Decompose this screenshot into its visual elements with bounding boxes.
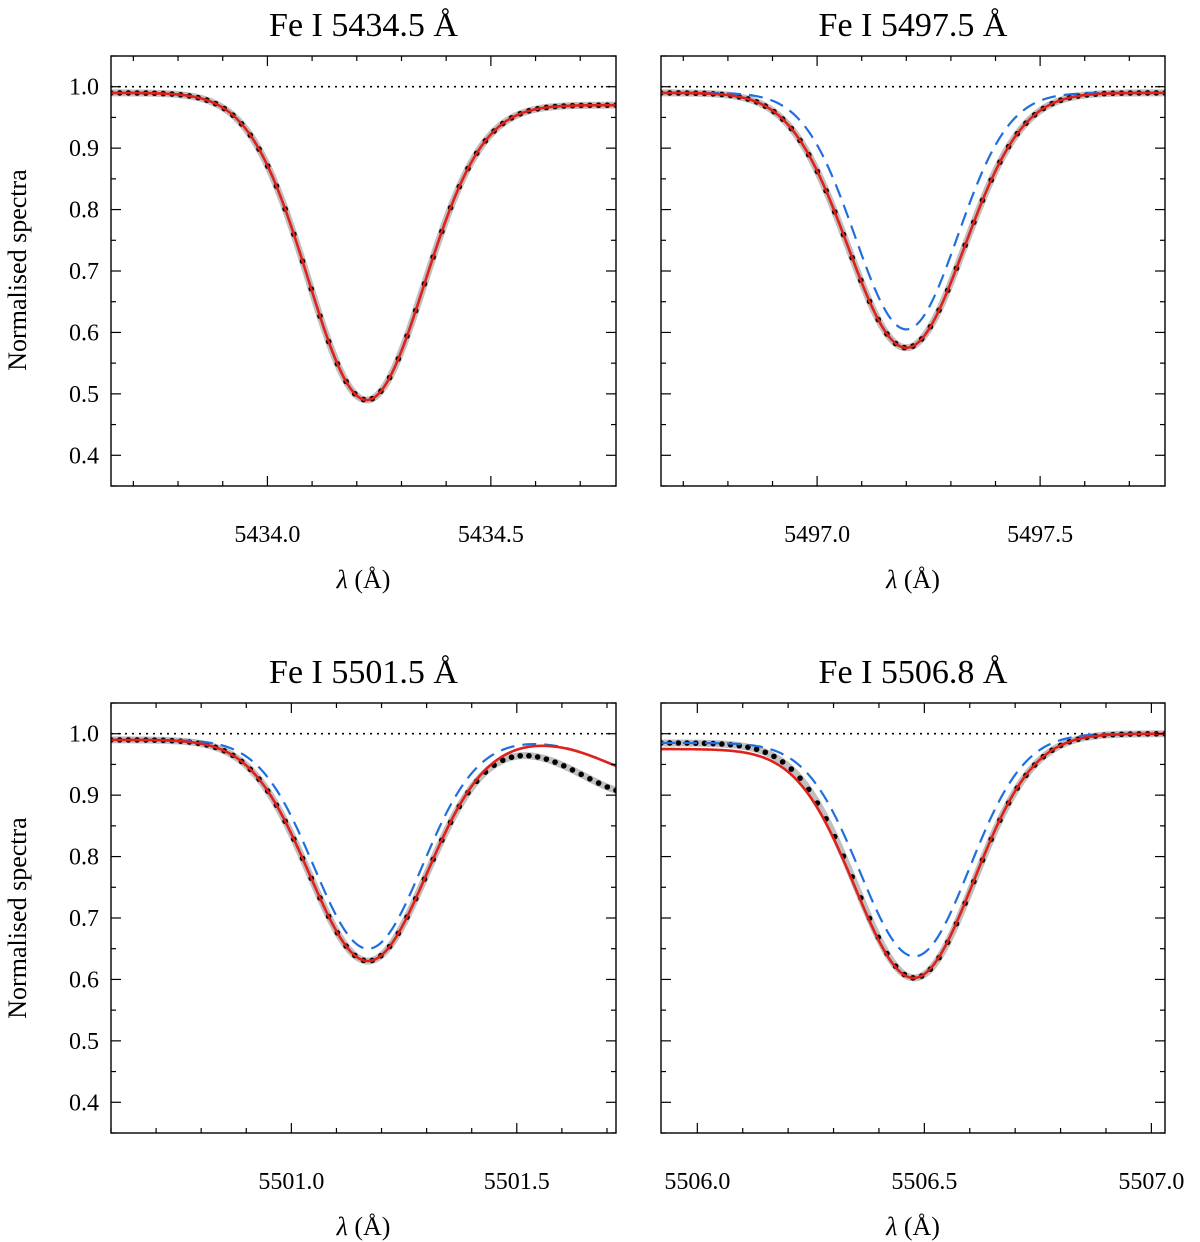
observed-point xyxy=(762,749,769,756)
y-tick-label: 0.7 xyxy=(69,259,99,285)
observed-point xyxy=(500,757,506,764)
x-tick-label: 5506.5 xyxy=(891,1169,957,1195)
y-tick-label: 0.7 xyxy=(69,906,99,932)
y-tick-label: 0.5 xyxy=(69,1029,99,1055)
observed-band xyxy=(111,736,616,965)
panel-fe-5434: Fe I 5434.5 Å 0.4 0.5 0.6 0.7 0.8 0.9 1.0 5434.0… xyxy=(69,7,617,594)
x-tick-label: 5497.5 xyxy=(1007,522,1073,548)
x-axis-label: λ (Å) xyxy=(885,565,940,594)
observed-band xyxy=(111,89,616,404)
x-tick-label: 5501.0 xyxy=(258,1169,324,1195)
observed-point xyxy=(587,776,593,782)
observed-point xyxy=(797,775,803,782)
observed-point xyxy=(560,763,567,769)
y-tick-label: 0.6 xyxy=(69,967,99,993)
panel-fe-5506: Fe I 5506.8 Å 5506.0 5506.5 5507.0 λ (Å) xyxy=(660,654,1184,1241)
observed-point xyxy=(779,759,786,765)
x-axis-label: λ (Å) xyxy=(336,565,391,594)
x-tick-label: 5501.5 xyxy=(484,1169,550,1195)
model-blue-line xyxy=(661,91,1165,331)
observed-point xyxy=(552,759,558,765)
plot-area xyxy=(111,732,616,965)
y-tick-label: 0.4 xyxy=(69,443,99,469)
observed-point xyxy=(517,752,524,759)
observed-point xyxy=(569,767,576,773)
axes-frame xyxy=(110,702,617,1134)
observed-band xyxy=(661,730,1165,982)
observed-point xyxy=(508,754,515,761)
observed-point xyxy=(604,784,611,790)
observed-point xyxy=(534,754,541,760)
model-blue-line xyxy=(111,738,616,950)
panel-title: Fe I 5501.5 Å xyxy=(269,654,458,691)
y-axis-label-top: Normalised spectra xyxy=(3,169,32,371)
observed-point xyxy=(526,752,532,759)
y-tick-label: 0.4 xyxy=(69,1090,99,1116)
model-red-line xyxy=(111,738,616,963)
x-tick-label: 5506.0 xyxy=(664,1169,730,1195)
y-tick-label: 0.5 xyxy=(69,382,99,408)
model-red-line xyxy=(111,91,616,402)
y-axis-label-bottom: Normalised spectra xyxy=(3,817,32,1019)
model-blue-line xyxy=(661,732,1165,958)
observed-point xyxy=(543,756,550,762)
y-tick-label: 0.9 xyxy=(69,136,99,162)
x-tick-label: 5497.0 xyxy=(784,522,850,548)
y-tick-label: 0.6 xyxy=(69,320,99,346)
panel-fe-5497: Fe I 5497.5 Å 5497.0 5497.5 λ (Å) xyxy=(660,7,1166,594)
axes-frame xyxy=(660,55,1166,487)
observed-point xyxy=(578,771,584,778)
model-red-line xyxy=(661,91,1165,350)
x-tick-label: 5507.0 xyxy=(1118,1169,1184,1195)
y-tick-label: 0.8 xyxy=(69,845,99,871)
panel-title: Fe I 5497.5 Å xyxy=(819,7,1008,44)
observed-point xyxy=(771,753,777,760)
observed-point xyxy=(675,740,682,746)
y-tick-label: 0.9 xyxy=(69,783,99,809)
plot-area xyxy=(661,85,1165,352)
observed-band xyxy=(661,89,1165,352)
observed-point xyxy=(719,741,725,747)
panel-title: Fe I 5506.8 Å xyxy=(819,654,1008,691)
panel-fe-5501: Fe I 5501.5 Å 0.4 0.5 0.6 0.7 0.8 0.9 1.0 5501.0… xyxy=(69,654,617,1241)
axes-frame xyxy=(660,702,1166,1134)
observed-point xyxy=(595,780,602,786)
plot-area xyxy=(661,730,1165,982)
observed-point xyxy=(753,746,760,753)
axes-frame xyxy=(110,55,617,487)
y-tick-label: 1.0 xyxy=(69,75,99,101)
observed-point xyxy=(701,740,708,747)
y-tick-label: 1.0 xyxy=(69,722,99,748)
plot-area xyxy=(111,85,616,404)
y-tick-label: 0.8 xyxy=(69,198,99,224)
panel-title: Fe I 5434.5 Å xyxy=(269,7,458,44)
x-axis-label: λ (Å) xyxy=(336,1212,391,1241)
observed-point xyxy=(788,766,795,772)
x-tick-label: 5434.0 xyxy=(234,522,300,548)
x-axis-label: λ (Å) xyxy=(885,1212,940,1241)
model-red-line xyxy=(661,732,1165,980)
x-tick-label: 5434.5 xyxy=(458,522,524,548)
